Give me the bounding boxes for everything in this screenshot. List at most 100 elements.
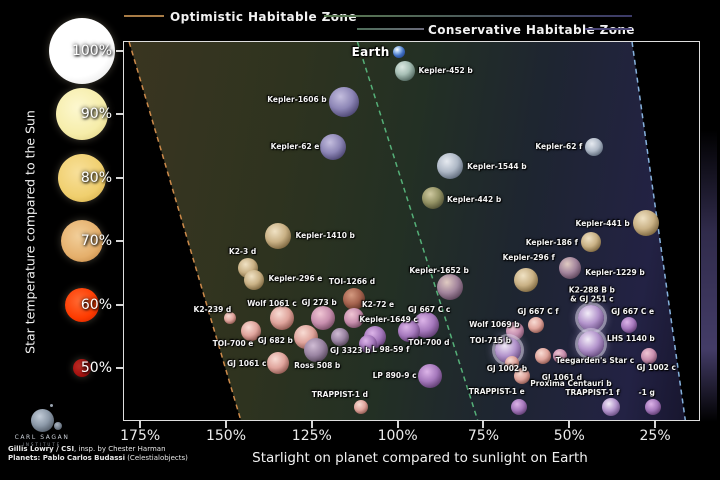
planet-kepler-296-e [244,270,265,291]
x-tick [482,421,485,428]
planet-toi-700-e [241,321,261,342]
planet-kepler-442-b [421,186,444,209]
star-50% [73,359,91,378]
planet-label: GJ 1002 c [636,363,676,373]
planet-layer: Earth Kepler-452 b Kepler-1606 b Kepler-62 … [124,42,699,420]
planet-earth [392,45,405,58]
planet-kepler-441-b [632,210,659,237]
right-edge-glow [701,130,717,422]
optimistic-zone-line-right [324,15,632,17]
planet-k2-239-d [224,312,237,325]
planet-ross-508-b [304,338,329,363]
planet-label: LP 890-9 c [372,370,417,380]
planet-kepler-296-f [513,268,538,293]
x-tick-label: 175% [120,428,161,444]
credit-line-2: Planets: Pablo Carlos Budassi (Celestial… [8,454,188,462]
x-tick-label: 150% [205,428,246,444]
planet-kepler-1606-b [328,87,359,118]
planet-proxima-centauri-b [514,367,531,384]
planet-label: TOI-700 e [212,338,254,348]
csi-logo-subname: INSTITUTE [22,442,62,447]
planet-label: TOI-1266 d [328,277,376,287]
x-tick-label: 100% [377,428,418,444]
x-tick-label: 125% [291,428,332,444]
x-tick [310,421,313,428]
credit-planet-source: (Celestialobjects) [124,454,188,462]
x-tick [139,421,142,428]
conservative-zone-line-right [585,28,632,30]
planet-label: GJ 273 b [301,298,337,308]
plot-area: Earth Kepler-452 b Kepler-1606 b Kepler-62 … [123,41,700,421]
planet-label: Kepler-452 b [418,65,473,75]
planet-lp-890-9-c [417,363,442,388]
planet-label: Wolf 1061 c [247,299,297,309]
csi-logo-name: CARL SAGAN [14,434,70,441]
star-temp-label: 60% [80,296,112,313]
credit-inspiration: , insp. by Chester Harman [74,445,166,453]
planet-label: TRAPPIST-1 d [311,390,368,400]
planet-trappist-1-g [644,399,661,416]
y-axis-title: Star temperature compared to the Sun [22,110,38,354]
x-tick-label: 25% [639,428,671,444]
planet-label: TRAPPIST-1 f [565,388,620,398]
planet-kepler-186-f [580,232,601,253]
x-tick [654,421,657,428]
planet-label: Kepler-296 f [502,252,555,262]
planet-label: TOI-700 d [408,337,450,347]
planet-kepler-452-b [395,60,416,81]
planet-gj-667-c-e [620,316,637,333]
credit-author: Gillis Lowry / CSI [8,445,75,453]
star-80% [58,153,106,202]
planet-toi-700-d [397,320,420,343]
x-tick [568,421,571,428]
planet-label: TRAPPIST-1 e [468,387,525,397]
planet-wolf-1069-b [506,322,525,341]
planet-label: Teegarden's Star c [555,356,635,366]
x-tick [224,421,227,428]
planet-label: Ross 508 b [294,360,341,370]
planet-label: Kepler-441 b [575,218,630,228]
planet-label: Proxima Centauri b [530,378,612,388]
planet-kepler-1410-b [265,222,292,249]
planet-l-98-59-f [358,334,377,353]
planet-toi-1266-d [343,288,365,311]
credit-planet-artist: Planets: Pablo Carlos Budassi [8,454,125,462]
star-temp-label: 100% [71,42,112,59]
planet-label: GJ 667 C f [517,306,559,316]
legend-optimistic-label: Optimistic Habitable Zone [170,10,357,24]
planet-label: Kepler-1410 b [295,230,355,240]
planet-trappist-1-e [510,399,527,416]
planet-label: K2-72 e [361,300,395,310]
credit-line-1: Gillis Lowry / CSI, insp. by Chester Har… [8,445,166,453]
planet-label: GJ 3323 b [330,346,371,356]
planet-label: Kepler-1652 b [409,265,469,275]
planet-label: Kepler-296 e [268,273,323,283]
x-tick-label: 75% [467,428,499,444]
planet-label: K2-3 d [228,246,257,256]
planet-label: Wolf 1069 b [469,319,520,329]
csi-logo-dot [50,404,53,407]
legend-conservative-label: Conservative Habitable Zone [428,23,635,37]
planet-label: GJ 667 C e [611,306,655,316]
star-temp-label: 80% [80,169,112,186]
conservative-inner-boundary [356,42,479,420]
planet-kepler-1229-b [559,256,582,279]
planet-gj-3323-b [331,328,350,347]
planet-kepler-62-f [585,137,604,156]
planet-kepler-1652-b [437,273,464,300]
planet-label: Kepler-62 f [535,141,583,151]
planet-gj-1061-d [552,349,567,364]
planet-gj-1002-c [641,348,658,365]
planet-label: LHS 1140 b [606,333,655,343]
star-60% [65,287,99,322]
star-90% [56,88,108,141]
planet-label: Earth [351,44,390,59]
planet-label: GJ 682 b [257,336,293,346]
y-tick [116,303,123,306]
planet-label: Kepler-442 b [446,194,502,204]
planet-label: GJ 1061 c [226,358,267,368]
star-100% [49,17,115,84]
x-tick [396,421,399,428]
y-tick [116,176,123,179]
